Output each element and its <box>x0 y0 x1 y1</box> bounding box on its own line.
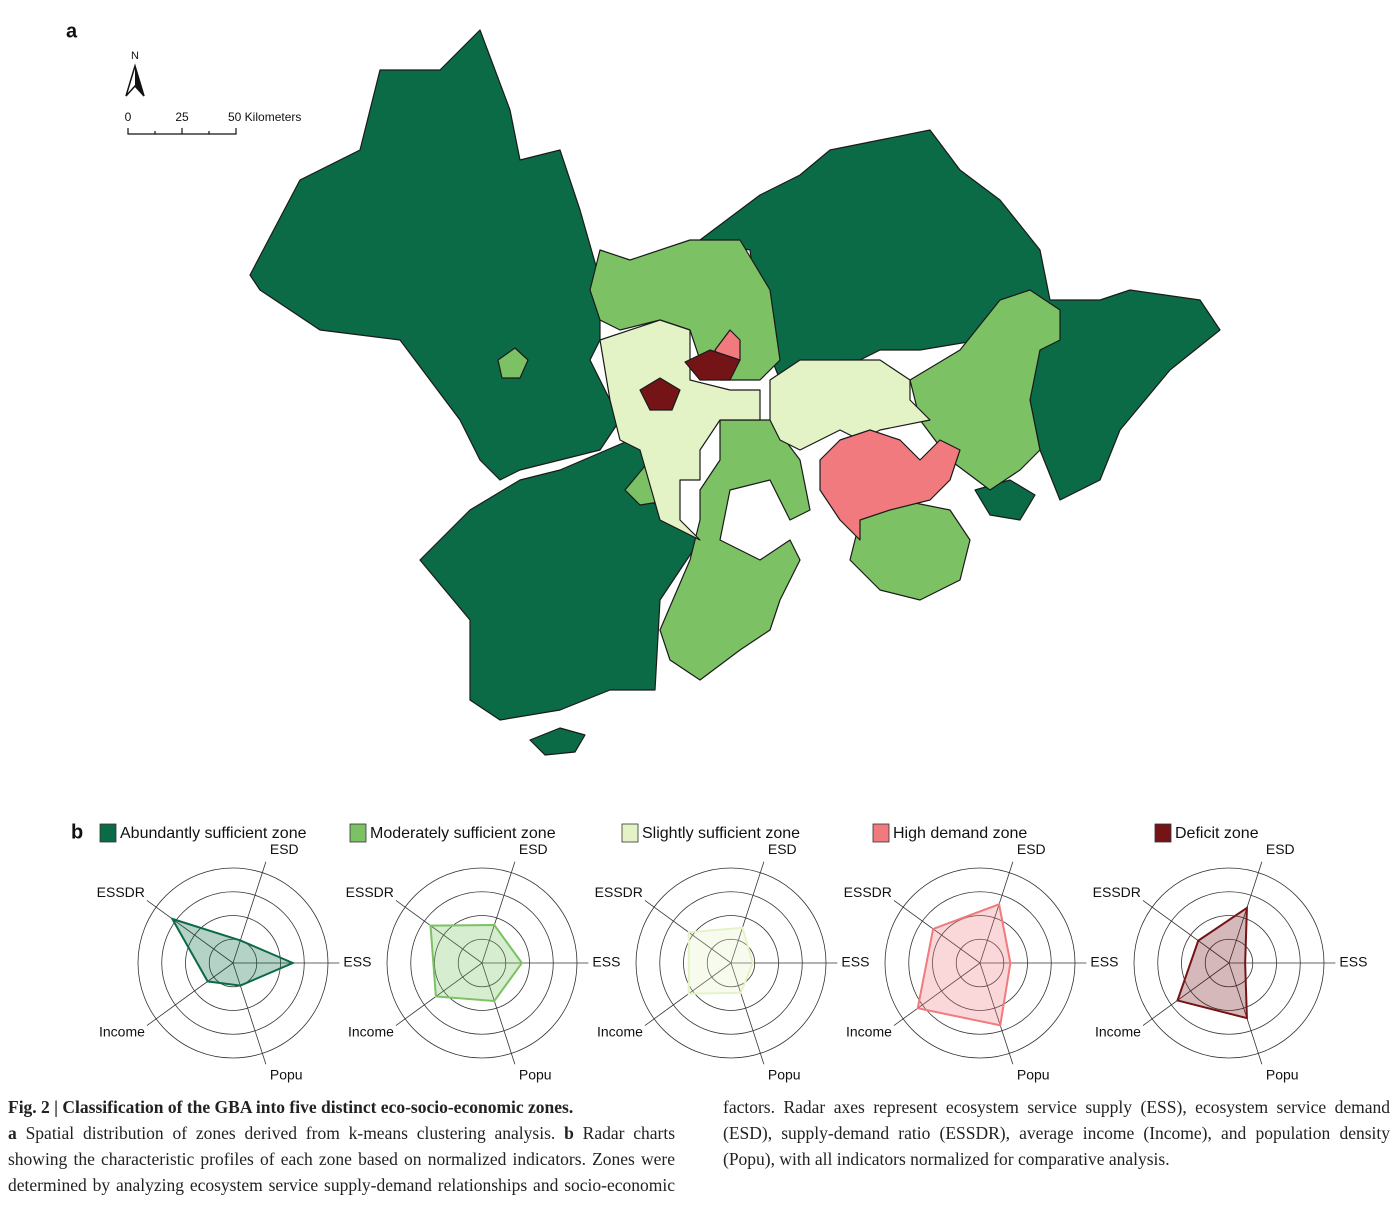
region <box>659 419 811 681</box>
axis-label: Income <box>348 1024 394 1040</box>
legend-swatch <box>349 823 367 843</box>
radar-area <box>170 917 296 987</box>
spoke <box>146 962 234 1026</box>
spoke <box>146 900 234 964</box>
spoke <box>979 861 1014 964</box>
axis-label: ESD <box>270 841 299 857</box>
figure: a b N 0 25 50 Kilometers Abundantly suff… <box>66 20 1367 1083</box>
region <box>497 347 529 379</box>
axis-label: Income <box>99 1024 145 1040</box>
spoke <box>893 962 981 1026</box>
spoke <box>1142 962 1230 1026</box>
region <box>909 289 1061 491</box>
spoke <box>232 962 267 1065</box>
radar-area <box>429 924 524 1002</box>
scale-bar: 0 25 50 Kilometers <box>125 110 301 135</box>
axis-label: ESSDR <box>97 884 145 900</box>
spoke <box>979 962 1014 1065</box>
axis-label: ESS <box>1090 954 1118 970</box>
scale-label: 50 Kilometers <box>228 110 301 124</box>
panel-label: a <box>66 20 78 42</box>
axis-label: Popu <box>1017 1067 1050 1083</box>
axis-label: ESS <box>343 954 371 970</box>
spoke <box>730 962 765 1065</box>
caption: Fig. 2 | Classification of the GBA into … <box>8 1094 1390 1198</box>
radar-panel: Abundantly sufficient zone ESS ESD ESSDR Inc… <box>97 823 1367 1083</box>
axis-label: Popu <box>270 1067 303 1083</box>
spoke <box>1228 962 1263 1065</box>
axis-label: ESSDR <box>844 884 892 900</box>
axis-label: ESSDR <box>346 884 394 900</box>
region <box>684 349 741 381</box>
axis-label: Income <box>597 1024 643 1040</box>
legend-label: Abundantly sufficient zone <box>120 825 307 842</box>
axis-label: ESD <box>1017 841 1046 857</box>
axis-label: ESD <box>768 841 797 857</box>
caption-label: b <box>564 1123 574 1143</box>
region <box>249 29 621 481</box>
island <box>529 727 586 756</box>
caption-text: Spatial distribution of zones derived fr… <box>25 1123 556 1143</box>
north-label: N <box>131 50 139 62</box>
axis-label: ESD <box>1266 841 1295 857</box>
legend-swatch <box>872 823 890 843</box>
north-arrow: N <box>125 50 145 97</box>
spoke <box>1228 861 1263 964</box>
radar-area <box>916 902 1012 1027</box>
axis-label: Popu <box>1266 1067 1299 1083</box>
legend-label: Deficit zone <box>1175 825 1259 842</box>
caption-text: Radar charts showing the characteristic … <box>8 1097 1390 1195</box>
radar-area <box>687 926 754 995</box>
legend-swatch <box>99 823 117 843</box>
scale-label: 0 <box>125 110 132 124</box>
panel-label: b <box>71 821 83 843</box>
legend-label: Moderately sufficient zone <box>370 825 556 842</box>
spoke <box>395 962 483 1026</box>
legend-swatch <box>621 823 639 843</box>
map <box>249 29 1221 756</box>
axis-label: Popu <box>519 1067 552 1083</box>
radar-area <box>1176 905 1248 1020</box>
region <box>769 359 931 451</box>
axis-label: ESS <box>1339 954 1367 970</box>
legend-swatch <box>1154 823 1172 843</box>
caption-title: Fig. 2 | Classification of the GBA into … <box>8 1097 574 1117</box>
axis-label: ESSDR <box>595 884 643 900</box>
axis-label: Popu <box>768 1067 801 1083</box>
legend-label: Slightly sufficient zone <box>642 825 800 842</box>
axis-label: ESS <box>592 954 620 970</box>
legend-label: High demand zone <box>893 825 1027 842</box>
region <box>599 319 761 541</box>
spoke <box>893 900 981 964</box>
scale-label: 25 <box>175 110 189 124</box>
spoke <box>481 962 516 1065</box>
region <box>639 377 681 411</box>
spoke <box>232 861 267 964</box>
axis-label: ESS <box>841 954 869 970</box>
axis-label: Income <box>846 1024 892 1040</box>
spoke <box>395 900 483 964</box>
axis-label: ESD <box>519 841 548 857</box>
axis-label: Income <box>1095 1024 1141 1040</box>
axis-label: ESSDR <box>1093 884 1141 900</box>
spoke <box>730 861 765 964</box>
region <box>819 429 961 541</box>
spoke <box>1142 900 1230 964</box>
caption-label: a <box>8 1123 17 1143</box>
spoke <box>481 861 516 964</box>
region <box>419 439 701 721</box>
